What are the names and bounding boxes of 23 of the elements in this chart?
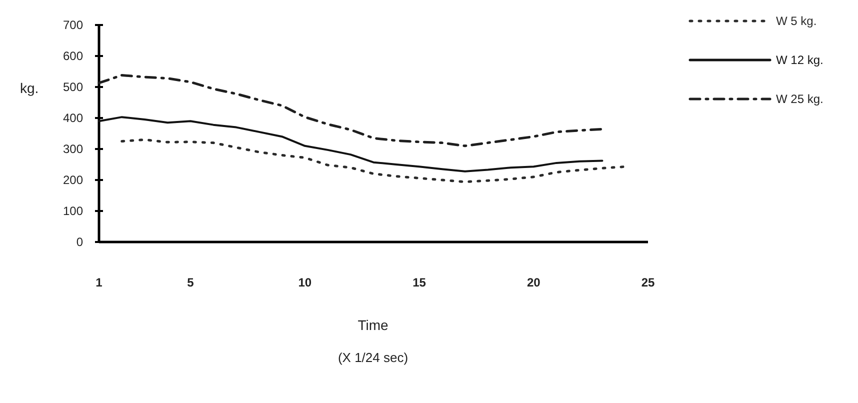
x-axis-title: Time [358,317,389,333]
y-axis-title: kg. [20,80,39,96]
y-tick-label: 300 [62,142,84,156]
x-tick-label: 10 [298,276,312,290]
text: W 5 kg. [776,14,817,28]
x-tick-label: 25 [641,276,655,290]
y-tick-label: 0 [76,234,84,249]
y-tick-label: 500 [62,80,84,94]
line-series [98,74,604,148]
y-tick-label: 700 [62,18,84,32]
y-tick-label: 400 [62,110,84,125]
text: W 25 kg. [776,92,824,106]
line-series [120,138,626,184]
line-series [98,116,604,172]
text: W 12 kg. [776,53,824,67]
x-tick-label: 15 [412,276,426,290]
y-tick-label: 200 [62,172,84,187]
x-tick-label: 5 [187,276,194,290]
x-tick-label: 20 [526,276,541,290]
y-tick-label: 600 [62,48,84,63]
x-tick-label: 1 [96,276,103,290]
text: (X 1/24 sec) [338,350,408,365]
y-tick-label: 100 [62,204,84,218]
